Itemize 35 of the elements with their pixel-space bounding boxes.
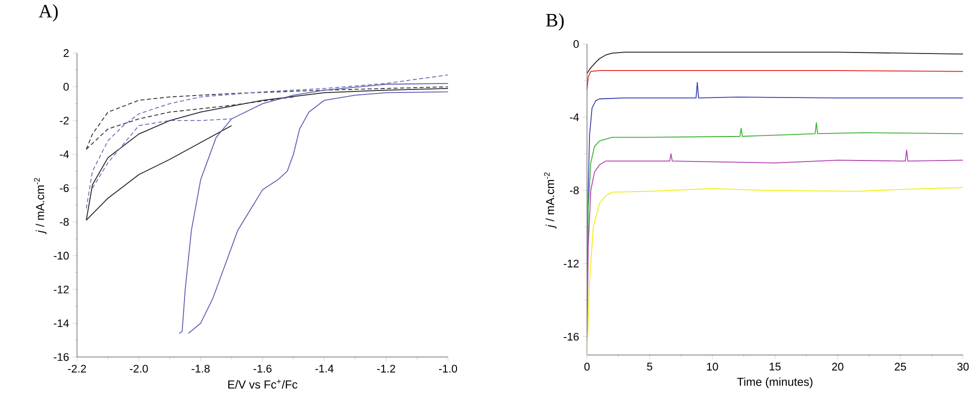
x-tick-label: 15: [770, 362, 781, 370]
y-tick-label: 0: [574, 40, 579, 48]
x-tick-label: 25: [894, 362, 906, 371]
y-axis-title: j / mA.cm$^{-2}$: [34, 178, 46, 234]
x-tick-label: -1.2: [377, 364, 396, 372]
y-tick-label: 2: [64, 49, 69, 57]
x-tick-label: 5: [647, 362, 652, 370]
x-tick-label: -1.0: [439, 364, 458, 373]
x-tick-label: -2.2: [68, 364, 86, 372]
x-axis-title: E/V vs Fc$^{+}$/Fc: [228, 379, 298, 389]
y-tick-label: -4: [60, 150, 69, 158]
y-tick-label: -6: [60, 184, 69, 192]
y-tick-label: -16: [564, 332, 579, 341]
y-tick-label: -12: [564, 260, 579, 268]
y-tick-label: -2: [60, 116, 69, 124]
y-tick-label: -8: [60, 218, 69, 226]
x-tick-label: 10: [707, 362, 718, 371]
y-axis-title: j / mA.cm$^{-2}$: [544, 172, 556, 229]
y-tick-label: 0: [64, 82, 69, 91]
x-tick-label: -2.0: [130, 364, 148, 373]
x-tick-label: -1.8: [192, 364, 210, 373]
x-tick-label: 20: [832, 362, 844, 371]
x-tick-label: 0: [584, 362, 590, 371]
x-tick-label: -1.6: [254, 364, 272, 373]
y-tick-label: -16: [54, 353, 69, 361]
x-axis-title: Time (minutes): [737, 377, 812, 388]
y-tick-label: -14: [54, 319, 69, 328]
chart-title: B): [546, 13, 564, 30]
x-tick-label: 30: [957, 362, 969, 371]
x-tick-label: -1.4: [315, 364, 334, 372]
chart-title: A): [38, 4, 58, 22]
y-tick-label: -12: [54, 286, 69, 294]
y-tick-label: -4: [570, 113, 579, 121]
y-tick-label: -10: [54, 252, 69, 260]
y-tick-label: -8: [570, 186, 579, 194]
